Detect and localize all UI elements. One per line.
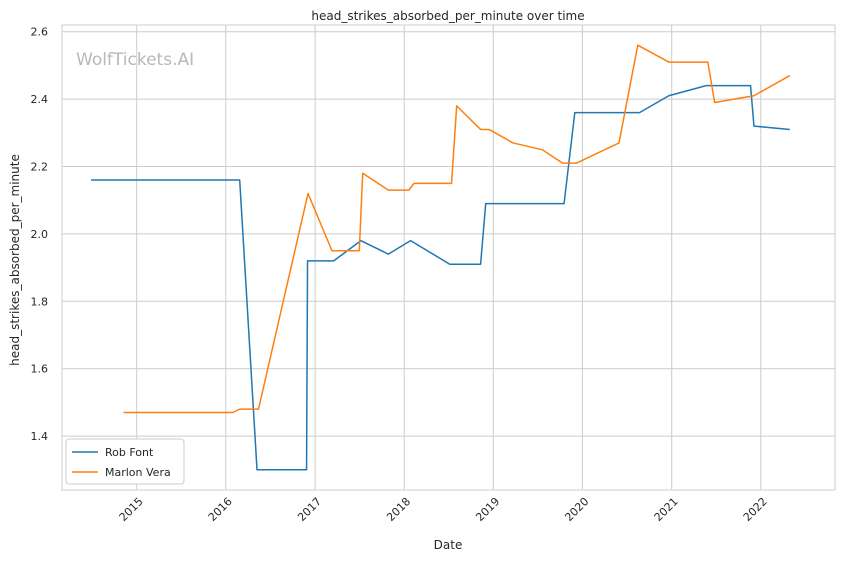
y-tick-label: 2.4 — [31, 93, 49, 106]
series-line-marlon-vera — [123, 44, 791, 414]
y-tick-label: 1.6 — [31, 363, 49, 376]
x-tick-label: 2015 — [117, 495, 146, 524]
y-tick-label: 2.6 — [31, 26, 49, 39]
x-axis-title: Date — [434, 538, 463, 552]
x-tick-label: 2018 — [384, 495, 413, 524]
chart-title: head_strikes_absorbed_per_minute over ti… — [311, 9, 584, 23]
x-tick-label: 2021 — [652, 495, 681, 524]
y-axis-title: head_strikes_absorbed_per_minute — [8, 154, 22, 366]
x-tick-label: 2019 — [473, 495, 502, 524]
legend-label-marlon-vera: Marlon Vera — [105, 466, 171, 479]
x-tick-label: 2020 — [562, 495, 591, 524]
y-axis-ticks: 1.4 1.6 1.8 2.0 2.2 2.4 2.6 — [31, 26, 49, 443]
y-tick-label: 2.2 — [31, 161, 49, 174]
y-tick-label: 1.8 — [31, 295, 49, 308]
x-tick-label: 2017 — [295, 495, 324, 524]
series-line-rob-font — [91, 84, 790, 471]
watermark-text: WolfTickets.AI — [76, 50, 194, 70]
plot-frame — [61, 24, 836, 491]
x-axis-ticks: 2015 2016 2017 2018 2019 2020 2021 2022 — [117, 495, 770, 524]
legend-label-rob-font: Rob Font — [105, 446, 154, 459]
y-tick-label: 2.0 — [31, 228, 49, 241]
grid-layer — [62, 25, 835, 490]
x-tick-label: 2022 — [741, 495, 770, 524]
legend: Rob Font Marlon Vera — [65, 438, 185, 485]
y-tick-label: 1.4 — [31, 430, 49, 443]
x-tick-label: 2016 — [206, 495, 235, 524]
series-layer — [91, 44, 791, 471]
